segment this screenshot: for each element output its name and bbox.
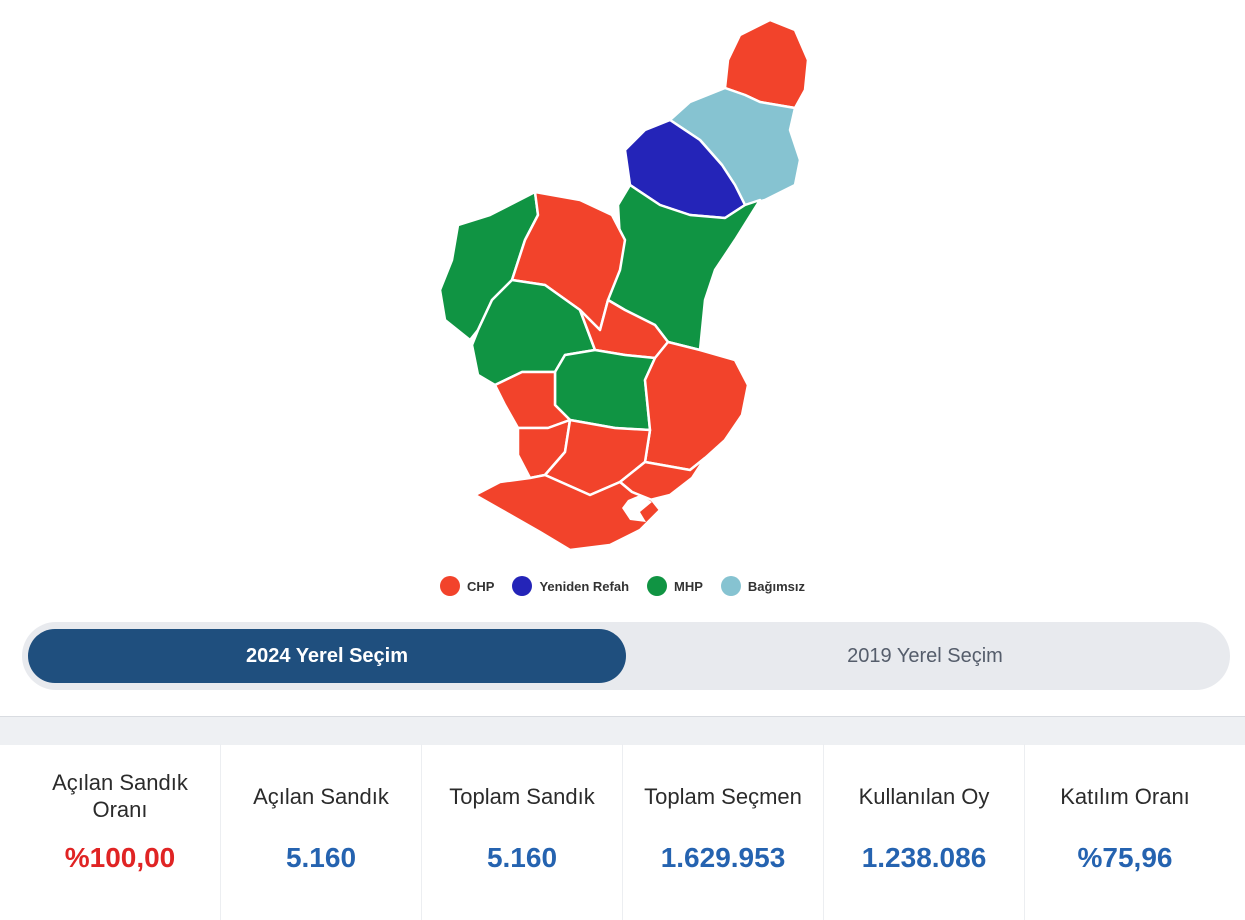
stat-label: Katılım Oranı [1060,783,1190,809]
stat-label: Toplam Sandık [449,783,595,809]
legend-swatch-yeniden-refah [512,576,533,596]
stats-row: Açılan Sandık Oranı %100,00 Açılan Sandı… [20,744,1225,920]
district-central-mhp[interactable] [553,348,657,432]
legend-label-chp: CHP [467,578,495,594]
stat-value: 1.629.953 [660,842,786,873]
district-east-chp[interactable] [643,340,750,472]
stat-value: %100,00 [64,842,176,873]
stat-acilan-sandik: Açılan Sandık 5.160 [221,744,422,920]
stat-value: 5.160 [486,842,558,873]
legend-item-chp: CHP [440,576,494,596]
section-divider [0,716,1245,745]
stat-value: 5.160 [285,842,357,873]
stat-katilim-orani: Katılım Oranı %75,96 [1025,744,1225,920]
district-south-coast-chp[interactable] [473,473,662,552]
legend-item-yeniden-refah: Yeniden Refah [512,576,629,596]
stat-value: 1.238.086 [861,842,987,873]
legend-item-mhp: MHP [647,576,703,596]
stat-label: Kullanılan Oy [858,783,990,809]
legend-label-bagimsiz: Bağımsız [747,578,805,594]
stat-toplam-sandik: Toplam Sandık 5.160 [422,744,623,920]
election-year-tabs: 2024 Yerel Seçim 2019 Yerel Seçim [22,622,1230,690]
tab-2019-yerel-secim[interactable]: 2019 Yerel Seçim [847,644,1003,667]
map-legend: CHP Yeniden Refah MHP Bağımsız [0,574,1245,598]
province-map [438,18,810,552]
stat-label: Açılan Sandık [253,783,389,809]
stat-toplam-secmen: Toplam Seçmen 1.629.953 [623,744,824,920]
legend-item-bagimsiz: Bağımsız [720,576,805,596]
lagoon [622,495,652,522]
stat-label: Toplam Seçmen [644,783,802,809]
tab-2024-yerel-secim[interactable]: 2024 Yerel Seçim [28,629,626,683]
stat-label: Açılan Sandık Oranı [52,770,188,822]
legend-label-yeniden-refah: Yeniden Refah [539,578,630,594]
election-map [438,18,810,552]
legend-swatch-bagimsiz [720,576,741,596]
stat-kullanilan-oy: Kullanılan Oy 1.238.086 [824,744,1025,920]
legend-label-mhp: MHP [674,578,703,594]
stat-acilan-sandik-orani: Açılan Sandık Oranı %100,00 [20,744,221,920]
legend-swatch-mhp [647,576,668,596]
legend-swatch-chp [440,576,460,596]
stat-value: %75,96 [1077,842,1173,873]
